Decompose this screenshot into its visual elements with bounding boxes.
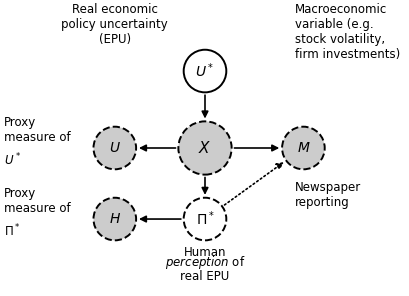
Text: $M$: $M$ — [296, 141, 310, 155]
Text: $H$: $H$ — [108, 212, 121, 226]
Ellipse shape — [178, 121, 231, 175]
Text: $X$: $X$ — [198, 140, 211, 156]
Ellipse shape — [183, 198, 226, 240]
Text: Newspaper
reporting: Newspaper reporting — [294, 181, 361, 209]
Text: $\it{perception}$ of: $\it{perception}$ of — [164, 254, 245, 271]
Ellipse shape — [93, 198, 136, 240]
Text: Proxy
measure of: Proxy measure of — [4, 116, 71, 144]
Text: $U$: $U$ — [108, 141, 121, 155]
Text: $U^*$: $U^*$ — [195, 62, 214, 80]
Text: $\Pi^*$: $\Pi^*$ — [195, 210, 214, 228]
Text: $U^*$: $U^*$ — [4, 152, 21, 168]
Ellipse shape — [93, 127, 136, 169]
Text: Real economic
policy uncertainty
(EPU): Real economic policy uncertainty (EPU) — [61, 3, 168, 46]
Ellipse shape — [183, 50, 226, 92]
Text: Human: Human — [183, 246, 226, 259]
Text: Proxy
measure of: Proxy measure of — [4, 187, 71, 215]
Text: $\Pi^*$: $\Pi^*$ — [4, 223, 20, 239]
Text: Macroeconomic
variable (e.g.
stock volatility,
firm investments): Macroeconomic variable (e.g. stock volat… — [294, 3, 400, 61]
Ellipse shape — [281, 127, 324, 169]
Text: real EPU: real EPU — [180, 270, 229, 283]
